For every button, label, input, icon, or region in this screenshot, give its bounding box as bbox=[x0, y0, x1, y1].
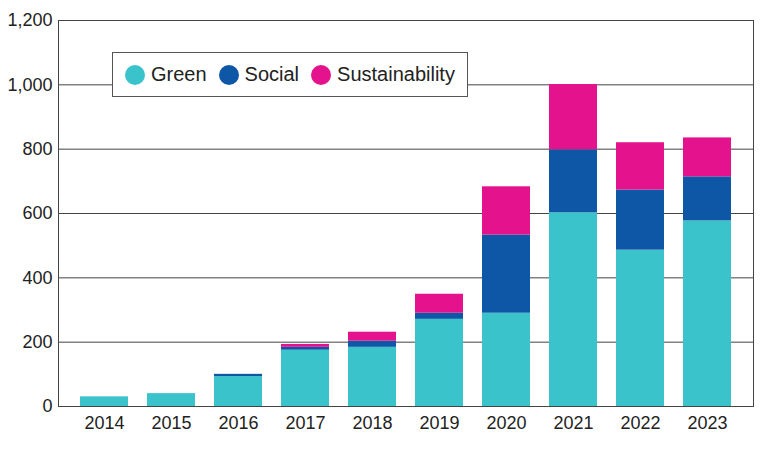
svg-text:600: 600 bbox=[22, 203, 52, 223]
svg-text:800: 800 bbox=[22, 139, 52, 159]
html-text:Sustainability: Sustainability bbox=[337, 63, 455, 85]
svg-text:200: 200 bbox=[22, 332, 52, 352]
svg-text:2023: 2023 bbox=[687, 413, 727, 433]
html-text:Green: Green bbox=[151, 63, 207, 85]
svg-text:2015: 2015 bbox=[151, 413, 191, 433]
svg-text:2021: 2021 bbox=[553, 413, 593, 433]
html-text:Social: Social bbox=[244, 63, 300, 85]
svg-text:2018: 2018 bbox=[352, 413, 392, 433]
svg-text:2016: 2016 bbox=[218, 413, 258, 433]
svg-text:1,200: 1,200 bbox=[7, 10, 52, 30]
svg-text:2022: 2022 bbox=[620, 413, 660, 433]
svg-text:0: 0 bbox=[42, 396, 52, 416]
svg-text:400: 400 bbox=[22, 268, 52, 288]
svg-text:2019: 2019 bbox=[419, 413, 459, 433]
svg-text:1,000: 1,000 bbox=[7, 75, 52, 95]
svg-text:2017: 2017 bbox=[285, 413, 325, 433]
svg-text:2020: 2020 bbox=[486, 413, 526, 433]
svg-text:2014: 2014 bbox=[84, 413, 124, 433]
